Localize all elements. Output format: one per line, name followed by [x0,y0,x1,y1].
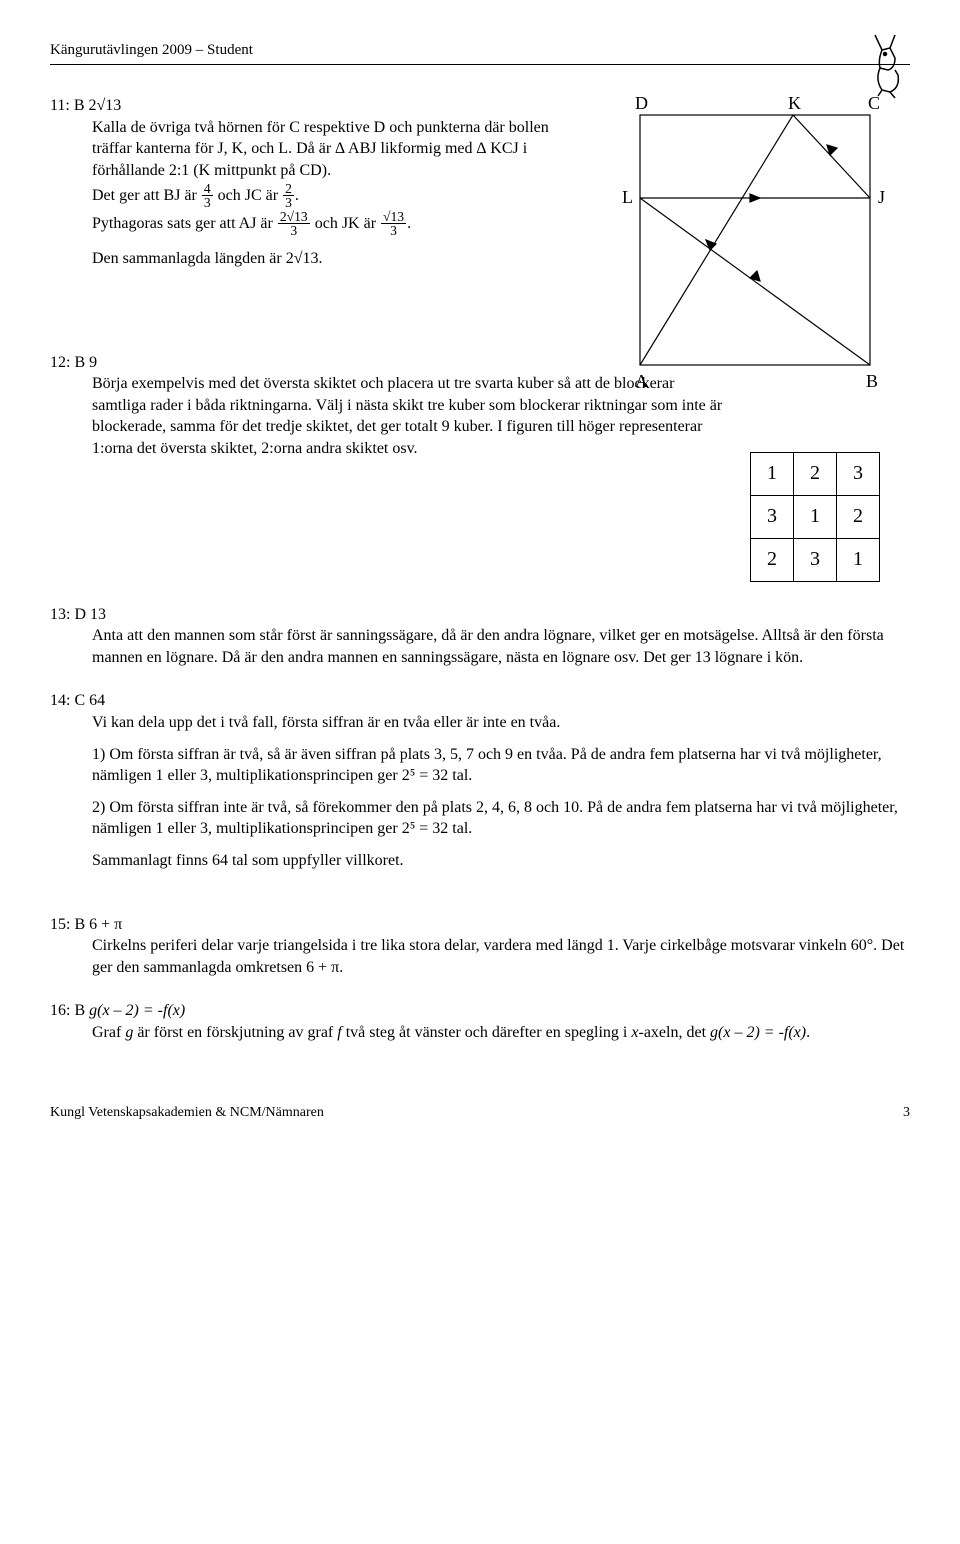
p11-line4a: Pythagoras sats ger att AJ är [92,215,277,232]
p16-ans: g(x – 2) = -f(x) [89,1002,185,1019]
label-C: C [868,95,880,113]
p16-b3: är först en förskjutning av graf [133,1024,337,1041]
p14-l2: 1) Om första siffran är två, så är även … [92,744,910,787]
grid-cell: 1 [794,495,837,538]
p14-label: 14: C 64 [50,692,105,709]
p11-label: 11: B 2√13 [50,97,121,114]
p11-line5: Den sammanlagda längden är 2√13. [92,250,322,267]
p14-l1: Vi kan dela upp det i två fall, första s… [92,712,910,734]
page-header: Kängurutävlingen 2009 – Student [50,40,910,65]
grid-cell: 3 [837,452,880,495]
label-D: D [635,95,648,113]
p11-line3b: och JC är [214,186,282,203]
p13-body: Anta att den mannen som står först är sa… [92,627,884,666]
grid-cell: 1 [837,538,880,581]
p11-line4b: och JK är [311,215,380,232]
problem-11: 11: B 2√13 Kalla de övriga två hörnen fö… [50,95,910,269]
footer-page: 3 [903,1104,910,1123]
p14-l3: 2) Om första siffran inte är två, så för… [92,797,910,840]
fraction-r13-3: √133 [381,210,406,238]
p11-line4c: . [407,215,411,232]
p16-b7: -axeln, det [638,1024,710,1041]
problem-15: 15: B 6 + π Cirkelns periferi delar varj… [50,914,910,979]
p11-line3a: Det ger att BJ är [92,186,201,203]
problem-13: 13: D 13 Anta att den mannen som står fö… [50,604,910,669]
grid-cell: 2 [794,452,837,495]
p16-label: 16: B [50,1002,89,1019]
p15-body: Cirkelns periferi delar varje triangelsi… [92,937,904,976]
label-L: L [622,187,633,207]
p16-b5: två steg åt vänster och därefter en speg… [342,1024,632,1041]
p12-body: Börja exempelvis med det översta skiktet… [92,375,722,457]
fraction-4-3: 43 [202,182,213,210]
label-J: J [878,187,885,207]
p16-b8: g(x – 2) = -f(x) [710,1024,806,1041]
grid-cell: 3 [751,495,794,538]
p14-l4: Sammanlagt finns 64 tal som uppfyller vi… [92,850,910,872]
problem-12: 12: B 9 Börja exempelvis med det översta… [50,352,910,532]
p16-b9: . [806,1024,810,1041]
problem-14: 14: C 64 Vi kan dela upp det i två fall,… [50,690,910,871]
grid-cell: 3 [794,538,837,581]
problem-16: 16: B g(x – 2) = -f(x) Graf g är först e… [50,1000,910,1043]
grid-cell: 2 [837,495,880,538]
cube-grid: 123 312 231 [750,452,880,582]
grid-cell: 1 [751,452,794,495]
fraction-2r13-3: 2√133 [278,210,310,238]
p11-line3c: . [295,186,299,203]
header-title: Kängurutävlingen 2009 – Student [50,42,253,58]
p13-label: 13: D 13 [50,606,106,623]
footer-left: Kungl Vetenskapsakademien & NCM/Nämnaren [50,1104,324,1123]
p16-b1: Graf [92,1024,125,1041]
p15-label: 15: B 6 + π [50,916,122,933]
fraction-2-3: 23 [283,182,294,210]
page-footer: Kungl Vetenskapsakademien & NCM/Nämnaren… [50,1104,910,1123]
label-K: K [788,95,801,113]
grid-cell: 2 [751,538,794,581]
p12-label: 12: B 9 [50,354,97,371]
